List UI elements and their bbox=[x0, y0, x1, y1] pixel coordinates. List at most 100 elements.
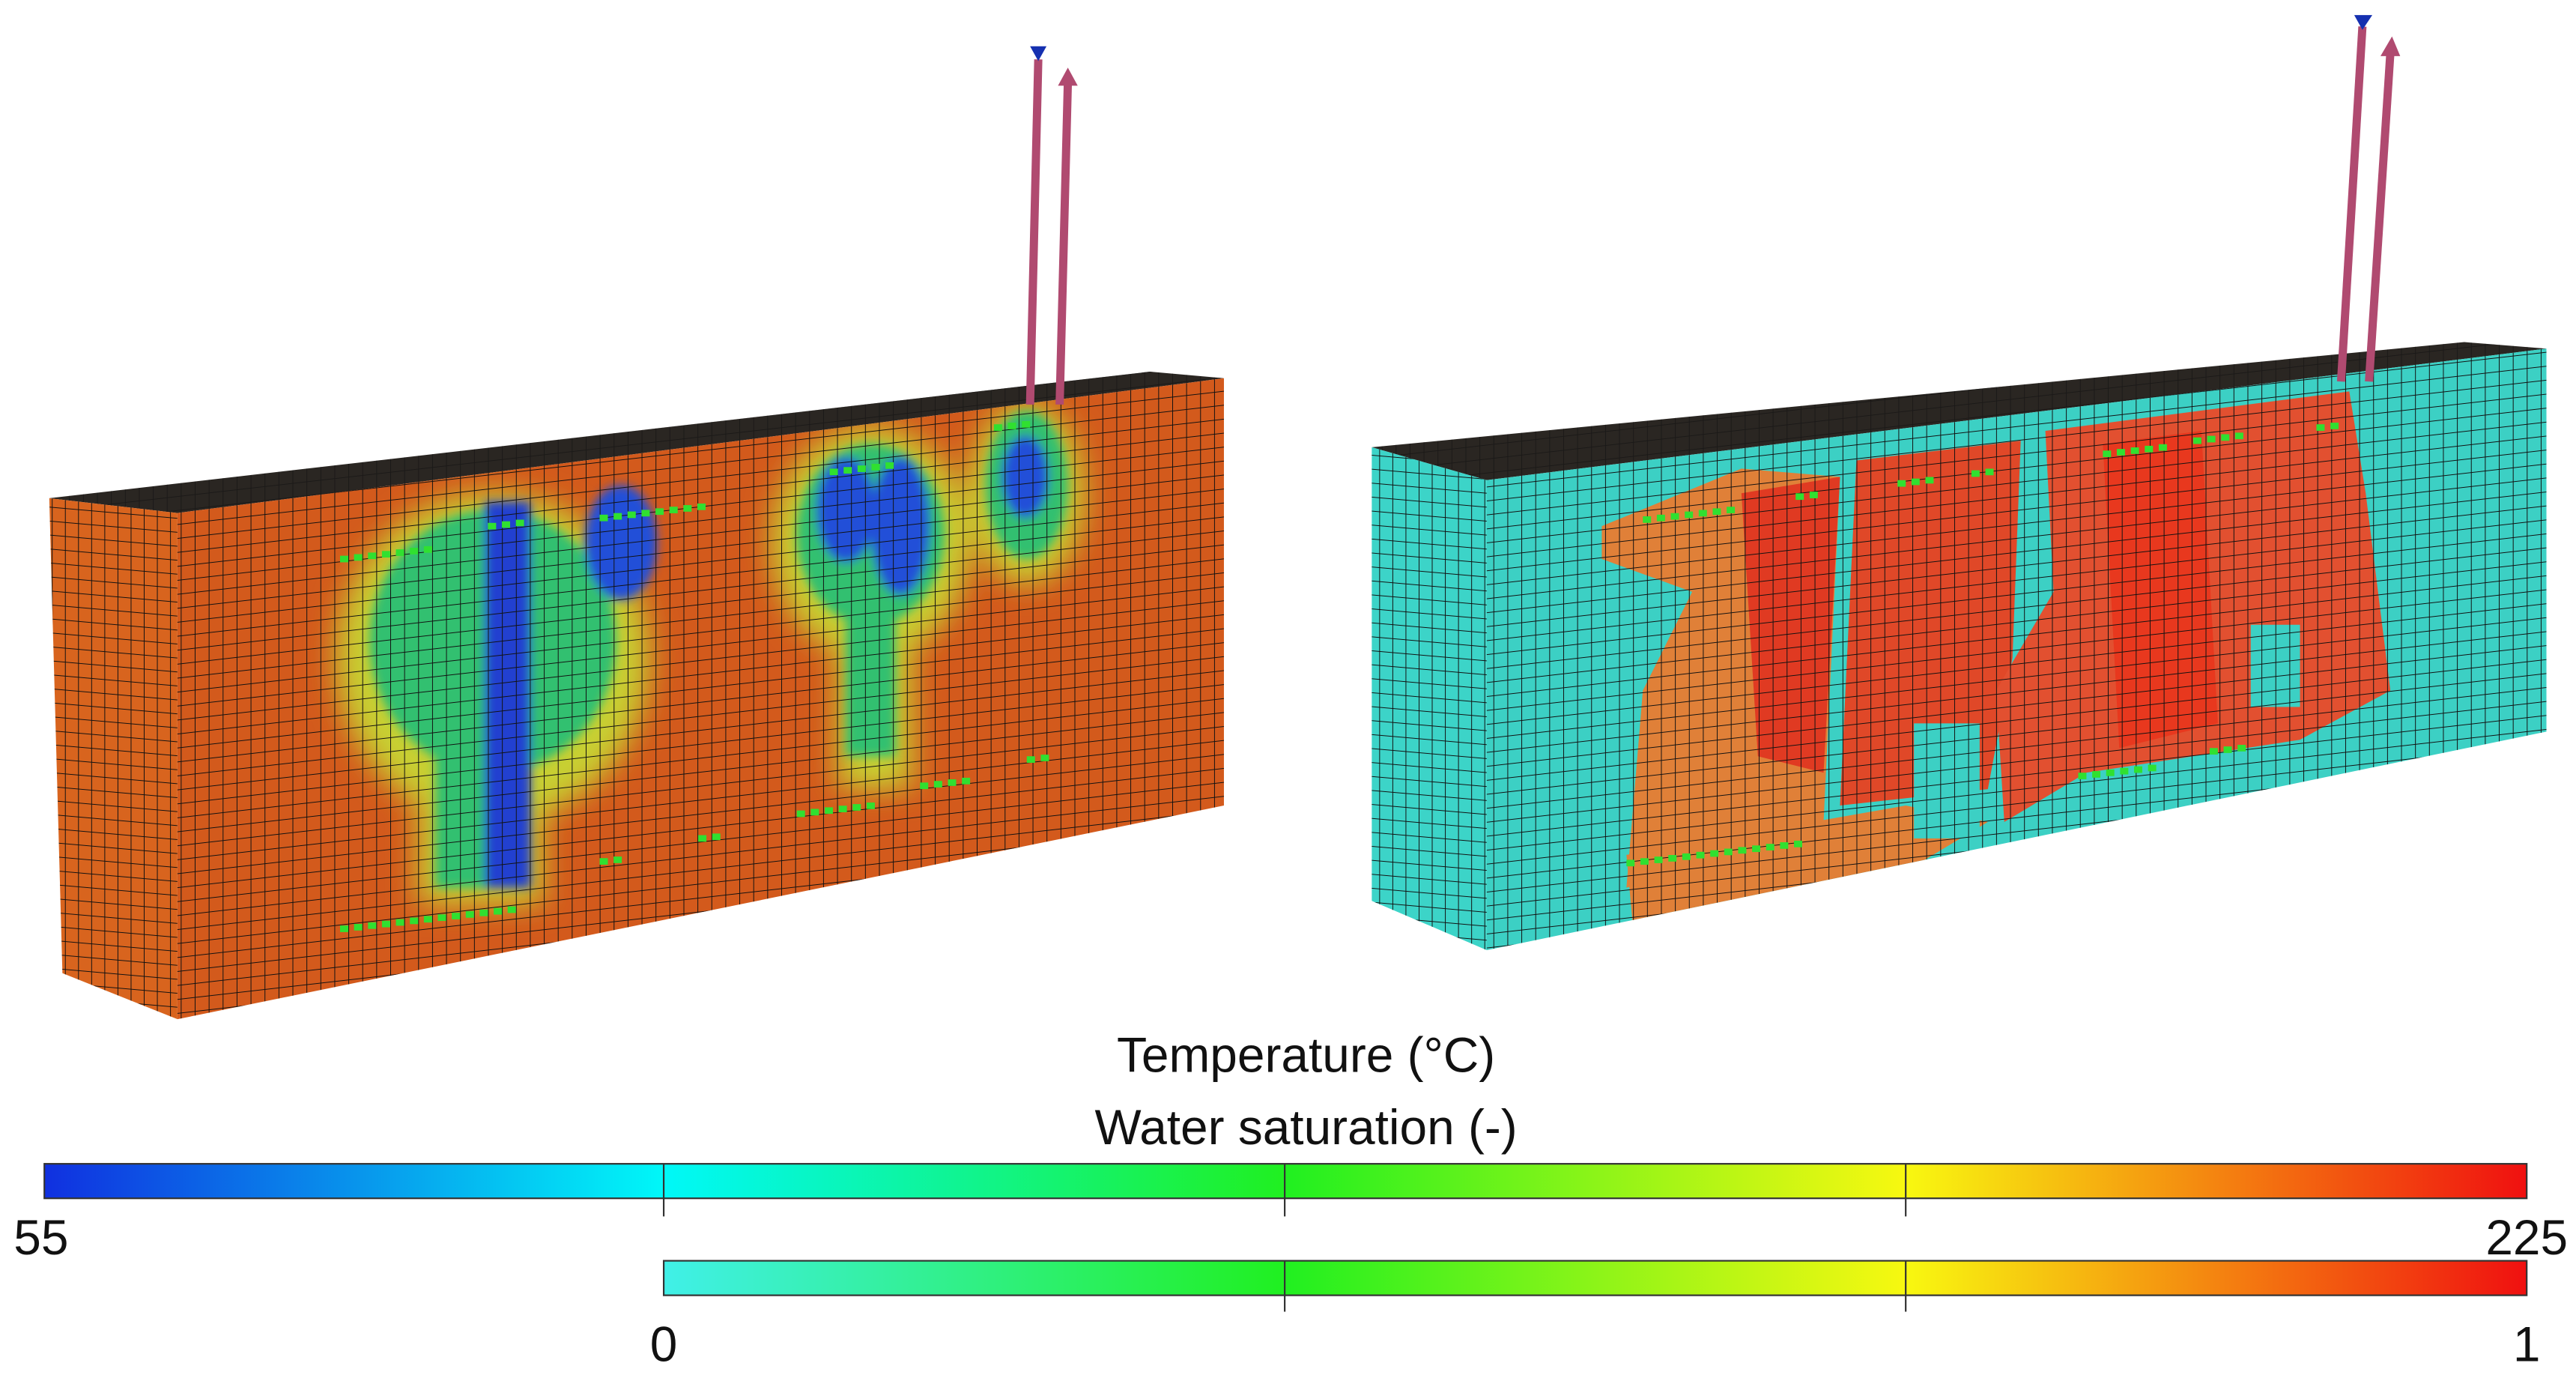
well-cell bbox=[1022, 420, 1031, 428]
well-cell bbox=[871, 464, 880, 471]
top-grid bbox=[49, 372, 1224, 513]
well-cell bbox=[920, 782, 929, 790]
well-cell bbox=[1712, 508, 1721, 516]
well-cell bbox=[340, 555, 348, 563]
colorbar-max: 1 bbox=[2513, 1316, 2541, 1371]
colorbar-min: 55 bbox=[13, 1209, 68, 1265]
injector-marker bbox=[1030, 46, 1047, 61]
well-pipe bbox=[1025, 59, 1043, 405]
well-cell bbox=[396, 549, 404, 556]
legend-title: Water saturation (-) bbox=[1095, 1099, 1518, 1155]
well-cell bbox=[613, 513, 622, 520]
well-cell bbox=[810, 809, 819, 816]
well-cell bbox=[1925, 477, 1934, 484]
well-cell bbox=[368, 922, 377, 929]
well-cell bbox=[712, 833, 721, 841]
well-cell bbox=[948, 779, 957, 786]
well-cell bbox=[641, 510, 650, 517]
well-cell bbox=[437, 914, 446, 922]
well-cell bbox=[340, 925, 348, 932]
well-pipe bbox=[1055, 82, 1073, 405]
well-cell bbox=[1626, 859, 1635, 867]
well-cell bbox=[1971, 470, 1980, 477]
well-cell bbox=[1897, 480, 1906, 487]
well-cell bbox=[2145, 445, 2154, 453]
producer-arrow bbox=[2380, 36, 2401, 56]
well-cell bbox=[2221, 434, 2230, 441]
well-cell bbox=[1766, 844, 1775, 850]
well-cell bbox=[2209, 748, 2218, 755]
well-cell bbox=[1727, 507, 1736, 514]
front-grid bbox=[1486, 348, 2547, 951]
well-cell bbox=[507, 906, 516, 913]
injector-marker bbox=[2354, 15, 2373, 30]
well-cell bbox=[1668, 855, 1677, 862]
wells bbox=[340, 420, 1049, 932]
well-cell bbox=[515, 519, 524, 527]
well-cell bbox=[885, 462, 894, 469]
well-cell bbox=[829, 468, 838, 476]
well-cell bbox=[410, 917, 419, 925]
well-cell bbox=[2092, 771, 2101, 778]
well-cell bbox=[1698, 510, 1707, 517]
well-cell bbox=[1795, 493, 1804, 501]
well-cell bbox=[423, 546, 432, 553]
well-pipe bbox=[2365, 52, 2395, 382]
legend-title: Temperature (°C) bbox=[1117, 1027, 1495, 1082]
well-cell bbox=[1809, 492, 1818, 498]
well-cell bbox=[1794, 840, 1802, 847]
well-cell bbox=[838, 806, 847, 813]
well-cell bbox=[2120, 767, 2129, 775]
well-cell bbox=[697, 503, 706, 510]
well-cell bbox=[502, 521, 511, 528]
well-cell bbox=[1685, 511, 1694, 519]
well-cell bbox=[1640, 858, 1649, 865]
well-cell bbox=[2106, 769, 2115, 776]
well-cell bbox=[2078, 773, 2087, 779]
well-cell bbox=[669, 507, 678, 513]
well-cell bbox=[1696, 851, 1705, 859]
well-cell bbox=[354, 554, 363, 561]
well-cell bbox=[2103, 450, 2112, 458]
well-cell bbox=[613, 856, 622, 863]
well-cell bbox=[2192, 437, 2201, 444]
well-cell bbox=[423, 916, 432, 923]
well-cell bbox=[796, 810, 805, 818]
top-grid bbox=[1372, 342, 2547, 480]
well-cell bbox=[1780, 842, 1789, 849]
well-cell bbox=[2316, 424, 2325, 431]
legend: Temperature (°C) Water saturation (-) 55… bbox=[13, 1027, 2568, 1371]
well-cell bbox=[2130, 447, 2139, 454]
end-grid bbox=[49, 498, 178, 1020]
well-cell bbox=[683, 505, 692, 512]
well-cell bbox=[1670, 513, 1679, 520]
well-cell bbox=[655, 508, 664, 516]
well-cell bbox=[2330, 423, 2339, 429]
front-grid bbox=[177, 378, 1224, 1020]
well-cell bbox=[396, 919, 404, 926]
well-cell bbox=[962, 777, 971, 785]
well-cell bbox=[381, 920, 390, 928]
well-cell bbox=[1738, 847, 1747, 854]
end-grid bbox=[1372, 447, 1487, 951]
saturation-model bbox=[1372, 15, 2547, 951]
well-cell bbox=[1724, 848, 1733, 856]
well-cell bbox=[368, 552, 377, 560]
colorbar-max: 225 bbox=[2485, 1209, 2568, 1265]
well-cell bbox=[381, 551, 390, 558]
well-cell bbox=[1682, 853, 1691, 860]
well-cell bbox=[993, 424, 1002, 431]
well-cell bbox=[2234, 432, 2243, 440]
well-cell bbox=[465, 911, 474, 918]
well-cell bbox=[1752, 845, 1761, 853]
well-cell bbox=[1985, 468, 1994, 476]
well-cell bbox=[2223, 746, 2232, 753]
well-cell bbox=[852, 804, 861, 811]
well-cell bbox=[1643, 516, 1652, 523]
saturation-colorbar bbox=[662, 1260, 2528, 1296]
well-cell bbox=[1654, 856, 1663, 863]
temperature-model bbox=[49, 46, 1224, 1020]
well-cell bbox=[488, 522, 497, 530]
well-cell bbox=[1007, 423, 1016, 429]
